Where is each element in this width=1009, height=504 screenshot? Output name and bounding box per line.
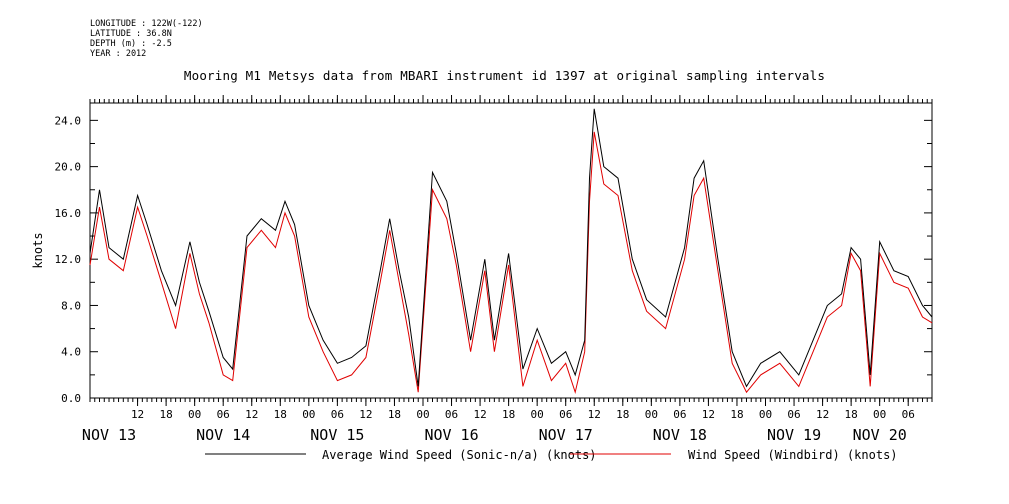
x-day-label: NOV 18 [653, 426, 707, 444]
y-axis-title: knots [31, 232, 45, 268]
y-tick-label: 16.0 [55, 207, 82, 220]
x-hour-tick-label: 00 [188, 408, 201, 421]
year-label: YEAR : 2012 [90, 49, 147, 59]
depth-label: DEPTH (m) : -2.5 [90, 39, 172, 49]
x-hour-tick-label: 12 [131, 408, 144, 421]
chart-title: Mooring M1 Metsys data from MBARI instru… [183, 68, 826, 83]
x-day-label: NOV 14 [196, 426, 250, 444]
x-hour-tick-label: 12 [245, 408, 258, 421]
x-hour-tick-label: 12 [816, 408, 829, 421]
series-line-sonic [89, 108, 933, 388]
series-line-windbird [89, 131, 933, 395]
x-hour-tick-label: 18 [845, 408, 858, 421]
y-tick-label: 20.0 [55, 161, 82, 174]
y-tick-label: 4.0 [61, 346, 81, 359]
x-hour-tick-label: 00 [645, 408, 658, 421]
legend-label-sonic: Average Wind Speed (Sonic-n/a) (knots) [322, 448, 597, 462]
longitude-label: LONGITUDE : 122W(-122) [90, 19, 203, 29]
x-hour-tick-label: 18 [502, 408, 515, 421]
x-hour-tick-label: 18 [159, 408, 172, 421]
x-hour-tick-label: 18 [730, 408, 743, 421]
y-tick-label: 12.0 [55, 253, 82, 266]
x-hour-tick-label: 06 [787, 408, 800, 421]
x-hour-tick-label: 00 [416, 408, 429, 421]
x-day-label: NOV 20 [853, 426, 907, 444]
x-hour-tick-label: 06 [445, 408, 458, 421]
x-day-label: NOV 15 [310, 426, 364, 444]
x-day-label: NOV 13 [82, 426, 136, 444]
y-tick-label: 8.0 [61, 299, 81, 312]
x-hour-tick-label: 06 [673, 408, 686, 421]
latitude-label: LATITUDE : 36.8N [90, 29, 172, 39]
x-hour-tick-label: 00 [759, 408, 772, 421]
x-hour-tick-label: 12 [702, 408, 715, 421]
x-hour-tick-label: 00 [873, 408, 886, 421]
x-hour-tick-label: 00 [531, 408, 544, 421]
y-tick-label: 0.0 [61, 392, 81, 405]
x-day-label: NOV 17 [539, 426, 593, 444]
x-hour-tick-label: 06 [217, 408, 230, 421]
x-day-label: NOV 16 [424, 426, 478, 444]
metadata-block: LONGITUDE : 122W(-122) LATITUDE : 36.8N … [90, 19, 203, 59]
x-hour-tick-label: 18 [616, 408, 629, 421]
x-hour-tick-label: 06 [902, 408, 915, 421]
legend-label-windbird: Wind Speed (Windbird) (knots) [688, 448, 898, 462]
x-hour-tick-label: 00 [302, 408, 315, 421]
x-hour-tick-label: 12 [359, 408, 372, 421]
x-hour-tick-label: 12 [473, 408, 486, 421]
plot-frame [89, 102, 933, 399]
x-hour-tick-label: 12 [588, 408, 601, 421]
x-day-label: NOV 19 [767, 426, 821, 444]
y-tick-label: 24.0 [55, 114, 82, 127]
x-hour-tick-label: 06 [559, 408, 572, 421]
x-hour-tick-label: 18 [388, 408, 401, 421]
x-hour-tick-label: 06 [331, 408, 344, 421]
x-hour-tick-label: 18 [274, 408, 287, 421]
